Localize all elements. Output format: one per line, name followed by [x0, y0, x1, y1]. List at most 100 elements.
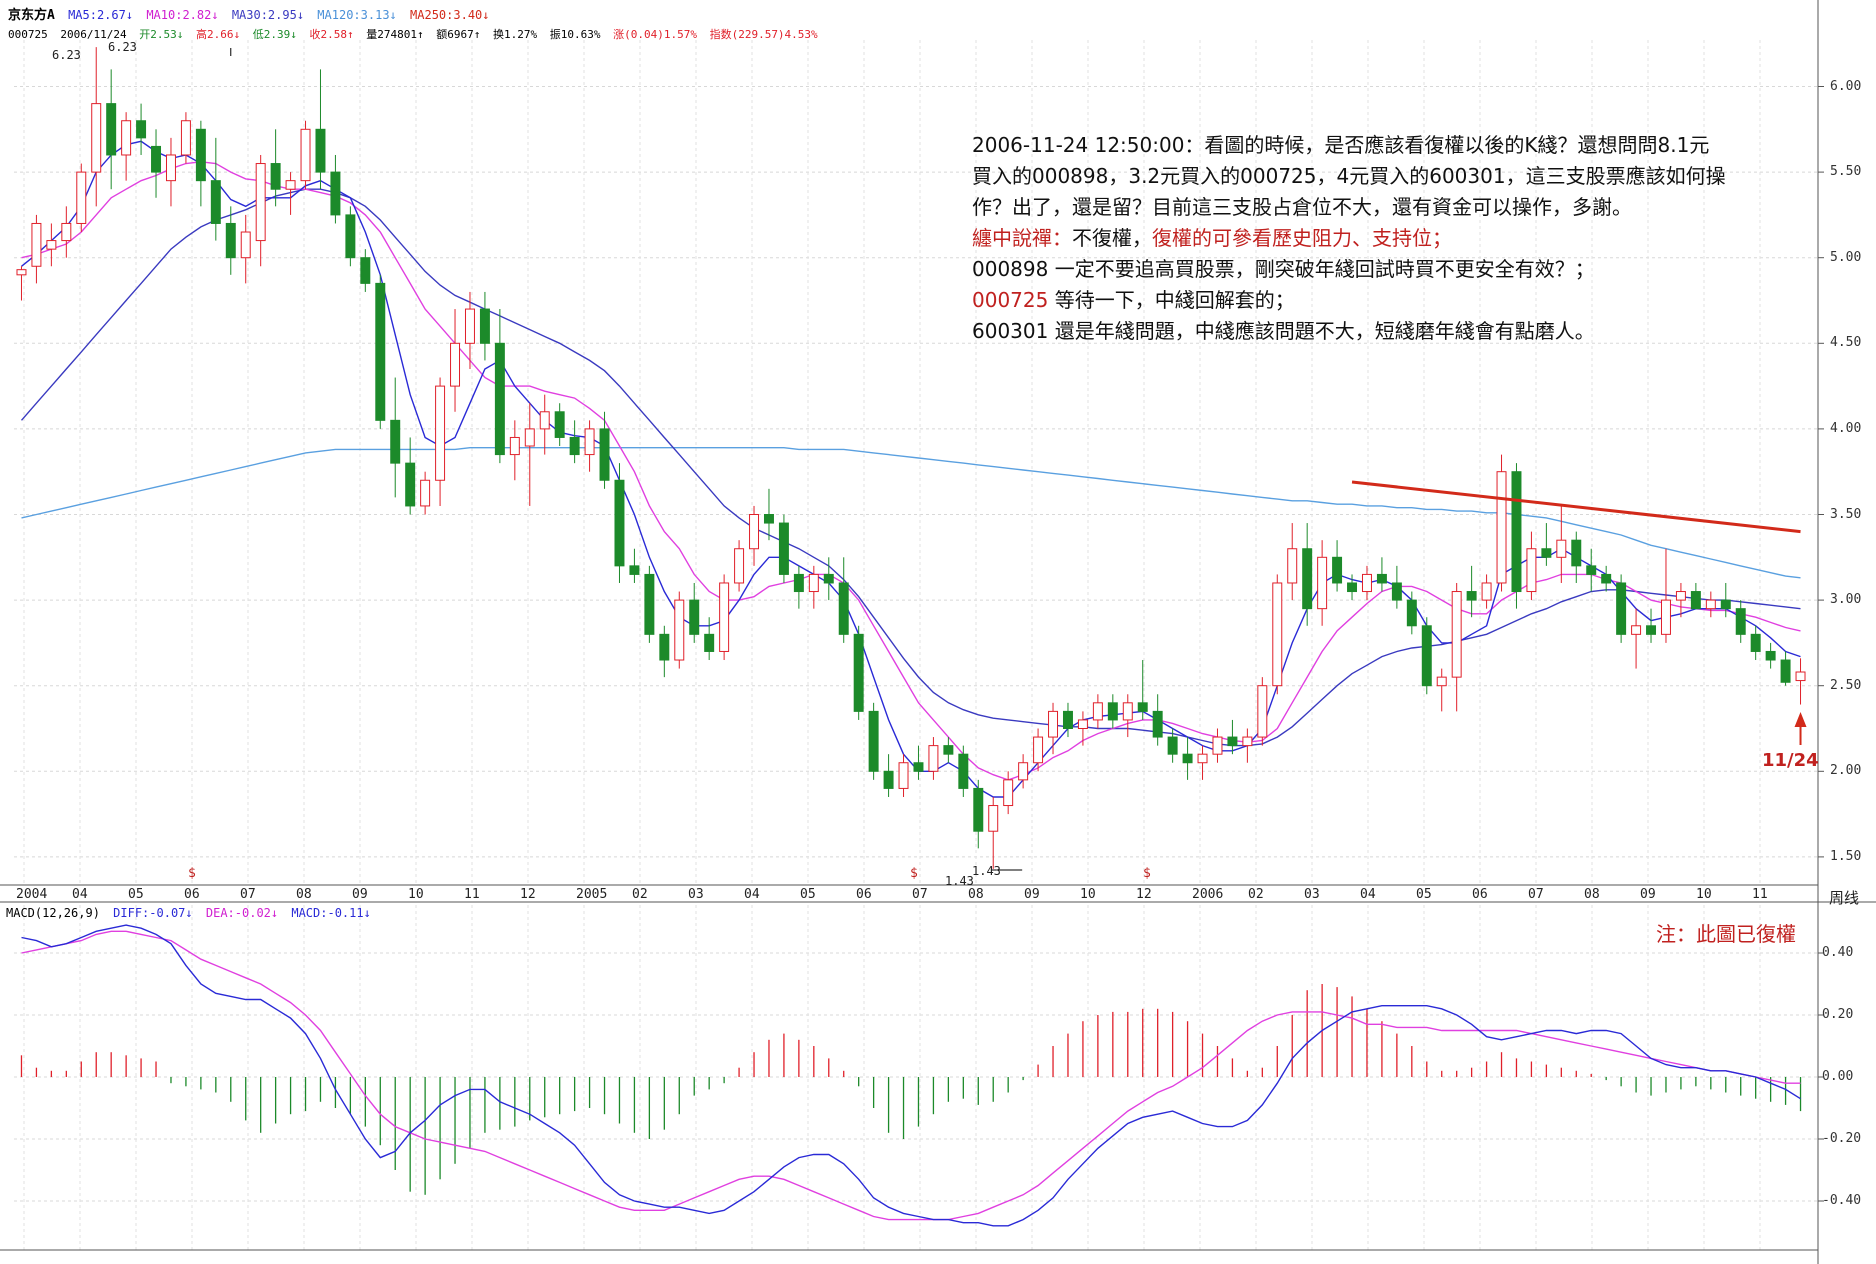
time-axis-label: 07 — [1528, 887, 1544, 902]
candle-body — [240, 231, 251, 259]
macd-name: MACD(12,26,9) — [6, 906, 100, 920]
macd-dea: DEA:-0.02↓ — [205, 906, 279, 920]
candle-body — [1571, 539, 1582, 567]
change-value: 涨(0.04)1.57% — [613, 28, 697, 41]
time-axis-label: 12 — [1136, 887, 1152, 902]
time-axis-label: 09 — [352, 887, 368, 902]
candle-body — [1137, 702, 1148, 712]
grid-lines — [14, 40, 1818, 1250]
annotation-line-6: 000725 等待一下，中綫回解套的； — [972, 285, 1792, 316]
candle-body — [1077, 719, 1088, 730]
adjusted-note: 注：此圖已復權 — [1656, 922, 1796, 946]
macd-axis-label: -0.40 — [1822, 1193, 1862, 1208]
candle-body — [1481, 582, 1492, 601]
ma30-line — [20, 188, 1801, 747]
candle-body — [704, 633, 715, 652]
candle-body — [1152, 710, 1163, 738]
period-label[interactable]: 周线 — [1829, 889, 1860, 907]
candle-body — [1347, 582, 1358, 593]
time-axis-label: 05 — [1416, 887, 1432, 902]
annotation-line-4: 纏中說禪：不復權，復權的可參看歷史阻力、支持位； — [972, 223, 1792, 254]
candle-body — [823, 573, 834, 584]
candle-body — [1197, 753, 1208, 764]
macd-panel — [20, 924, 1802, 1227]
author-name: 纏中說禪： — [972, 226, 1072, 250]
ma30-value: MA30:2.95↓ — [231, 8, 305, 22]
time-axis-label: 06 — [856, 887, 872, 902]
time-axis-label: 03 — [1304, 887, 1320, 902]
macd-diff: DIFF:-0.07↓ — [113, 906, 193, 920]
candle-body — [1391, 582, 1402, 601]
macd-axis-label: 0.20 — [1822, 1007, 1854, 1022]
candle-body — [1062, 710, 1073, 730]
time-axis-label: 11 — [1752, 887, 1768, 902]
ma120-value: MA120:3.13↓ — [317, 8, 397, 22]
ma10-value: MA10:2.82↓ — [146, 8, 219, 22]
candlesticks — [16, 47, 1806, 869]
price-axis-label: 1.50 — [1830, 848, 1862, 864]
candle-body — [46, 240, 57, 250]
candle-body — [898, 762, 909, 789]
time-axis-label: 03 — [688, 887, 704, 902]
arrow-date-label: 11/24 — [1762, 750, 1819, 771]
candle-body — [883, 770, 894, 789]
candle-body — [778, 522, 789, 575]
candle-body — [1092, 702, 1103, 721]
time-axis-label: 10 — [408, 887, 424, 902]
low-price-label: 1.43 — [945, 874, 974, 888]
candle-body — [1182, 753, 1193, 764]
candle-body — [330, 171, 341, 216]
candle-body — [1511, 471, 1522, 593]
diff-line — [21, 924, 1801, 1227]
candle-body — [1735, 608, 1746, 635]
title-row: 京东方A MA5:2.67↓ MA10:2.82↓ MA30:2.95↓ MA1… — [8, 4, 496, 23]
candle-body — [674, 599, 685, 661]
info-row: 000725 2006/11/24 开2.53↓ 高2.66↓ 低2.39↓ 收… — [8, 26, 824, 42]
amplitude-value: 振10.63% — [549, 28, 601, 41]
candle-body — [390, 419, 401, 464]
candle-body — [1033, 736, 1044, 764]
candle-body — [345, 214, 356, 259]
candle-body — [958, 753, 969, 789]
index-value: 指数(229.57)4.53% — [709, 28, 818, 41]
candle-body — [689, 599, 700, 635]
candle-body — [1616, 582, 1627, 635]
candle-body — [719, 582, 730, 652]
price-axis-label: 6.00 — [1830, 78, 1862, 94]
resistance-line — [1351, 480, 1801, 534]
candle-body — [435, 385, 446, 481]
candle-body — [1496, 471, 1507, 584]
candle-body — [1660, 599, 1671, 635]
candle-body — [1257, 685, 1268, 738]
low-price-label-2: 1.43 — [972, 864, 1001, 878]
candle-body — [509, 436, 520, 456]
stock-name: 京东方A — [8, 8, 55, 23]
time-axis-label: 02 — [1248, 887, 1264, 902]
time-axis-label: 04 — [744, 887, 760, 902]
ma5-value: MA5:2.67↓ — [68, 8, 134, 22]
answer-highlight: 復權的可參看歷史阻力、支持位； — [1152, 226, 1452, 250]
peak-price-label: 6.23 — [52, 48, 81, 62]
candle-body — [1705, 599, 1716, 610]
time-axis-label: 09 — [1640, 887, 1656, 902]
macd-axis-label: 0.40 — [1822, 945, 1854, 960]
low-value: 低2.39↓ — [252, 28, 297, 41]
candle-body — [1406, 599, 1417, 627]
time-axis-label: 08 — [1584, 887, 1600, 902]
candle-body — [1287, 548, 1298, 584]
annotation-line-7: 600301 還是年綫問題，中綫應該問題不大，短綫磨年綫會有點磨人。 — [972, 319, 1595, 343]
peak-price-label-2: 6.23 — [108, 40, 137, 54]
candle-body — [1317, 556, 1328, 610]
candle-body — [1167, 736, 1178, 755]
candle-body — [524, 428, 535, 447]
amount-value: 额6967↑ — [436, 28, 481, 41]
candle-body — [270, 163, 281, 190]
open-value: 开2.53↓ — [139, 28, 184, 41]
bar-date: 2006/11/24 — [60, 28, 127, 41]
candle-body — [539, 411, 550, 430]
candle-body — [763, 514, 774, 524]
candle-body — [1376, 573, 1387, 584]
candle-body — [300, 128, 311, 182]
